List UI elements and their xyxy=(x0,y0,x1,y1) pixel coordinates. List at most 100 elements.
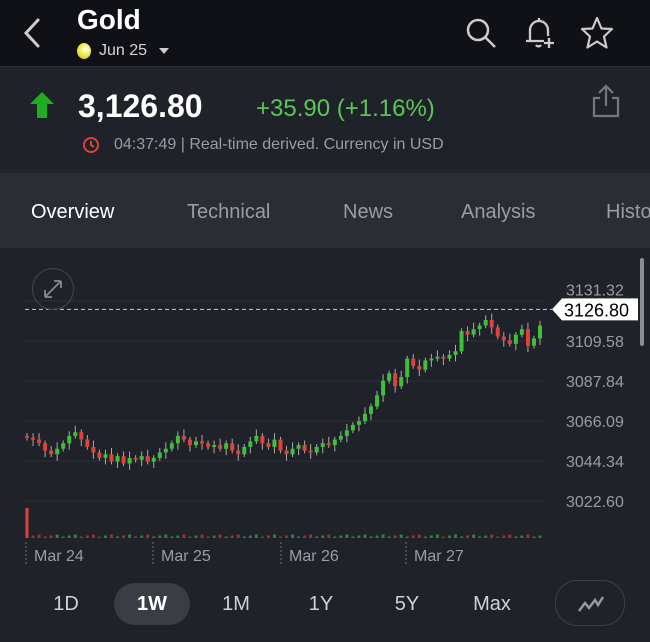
quote-time: 04:37:49 | Real-time derived. Currency i… xyxy=(114,136,444,153)
price-chart[interactable]: 3131.32 3109.58 3087.84 3066.09 3044.34 3022.… xyxy=(0,248,650,578)
candle-body xyxy=(224,443,229,449)
candle-body xyxy=(157,452,162,458)
volume-bar xyxy=(351,536,355,538)
volume-bar xyxy=(248,535,252,538)
candle-body xyxy=(296,445,301,449)
volume-bar xyxy=(303,535,307,538)
tab-overview[interactable]: Overview xyxy=(31,201,115,223)
expand-icon xyxy=(44,280,62,298)
volume-bar xyxy=(37,534,41,538)
candle-body xyxy=(344,430,349,436)
candle-body xyxy=(387,373,392,381)
bell-plus-icon[interactable] xyxy=(522,16,556,50)
volume-bar xyxy=(91,534,95,538)
candle-body xyxy=(326,443,331,446)
volume-bar xyxy=(218,534,222,538)
range-selector: 1D 1W 1M 1Y 5Y Max xyxy=(0,580,650,630)
up-arrow-icon xyxy=(30,92,54,118)
candle-body xyxy=(206,443,211,447)
volume-bar xyxy=(164,534,168,538)
chart-type-button[interactable] xyxy=(555,580,625,626)
candle-body xyxy=(356,421,361,425)
volume-bar xyxy=(502,535,506,538)
volume-bar xyxy=(146,534,150,538)
volume-bar xyxy=(200,534,204,538)
candle-body xyxy=(507,340,512,344)
candle-body xyxy=(236,450,241,455)
range-5y[interactable]: 5Y xyxy=(394,593,420,615)
volume-bar xyxy=(393,535,397,538)
candle-body xyxy=(175,435,180,444)
volume-bar xyxy=(315,536,319,538)
candle-body xyxy=(181,435,186,440)
volume-bar xyxy=(514,536,518,538)
candle-body xyxy=(115,456,120,462)
volume-bar xyxy=(345,534,349,538)
range-1w[interactable]: 1W xyxy=(114,583,190,625)
candle-body xyxy=(453,351,458,355)
volume-bar xyxy=(272,534,276,538)
tab-analysis[interactable]: Analysis xyxy=(461,201,536,223)
candle-body xyxy=(495,327,500,337)
volume-bar xyxy=(170,536,174,538)
candle-body xyxy=(49,450,54,455)
tab-historical[interactable]: Historical xyxy=(606,201,650,223)
range-1y[interactable]: 1Y xyxy=(308,593,334,615)
candle-body xyxy=(97,452,102,458)
candle-body xyxy=(369,406,374,414)
y-tick-label: 3109.58 xyxy=(566,334,624,351)
tab-news[interactable]: News xyxy=(343,201,394,223)
candle-body xyxy=(447,354,452,359)
volume-bar xyxy=(363,534,367,538)
tab-technical[interactable]: Technical xyxy=(187,201,271,223)
volume-bar xyxy=(103,535,107,538)
volume-bar xyxy=(182,534,186,538)
candle-body xyxy=(308,450,313,453)
candle-body xyxy=(290,448,295,455)
share-icon[interactable] xyxy=(590,84,622,118)
x-tick-label: Mar 25 xyxy=(161,548,211,565)
expand-chart-button[interactable] xyxy=(32,268,74,310)
candle-body xyxy=(91,446,96,453)
candle-body xyxy=(350,424,355,431)
volume-bar xyxy=(447,535,451,538)
candle-body xyxy=(519,329,524,335)
volume-bar xyxy=(55,534,59,538)
candle-body xyxy=(254,435,259,442)
volume-bar xyxy=(538,535,542,538)
candle-body xyxy=(133,457,138,460)
gold-coin-icon xyxy=(77,43,91,59)
candle-body xyxy=(411,358,416,366)
range-max[interactable]: Max xyxy=(473,593,511,615)
range-1d[interactable]: 1D xyxy=(53,593,79,615)
scrollbar[interactable] xyxy=(640,258,644,346)
search-icon[interactable] xyxy=(464,16,498,50)
volume-bar xyxy=(490,534,494,538)
candle-body xyxy=(67,435,72,444)
contract-label: Jun 25 xyxy=(99,42,148,59)
volume-bar xyxy=(381,534,385,538)
range-1m[interactable]: 1M xyxy=(222,593,250,615)
candle-body xyxy=(538,325,542,339)
candle-body xyxy=(338,435,343,440)
candle-body xyxy=(37,439,42,444)
top-bar: Gold Jun 25 xyxy=(0,0,650,67)
candle-body xyxy=(423,360,428,370)
contract-selector[interactable]: Jun 25 xyxy=(77,42,170,60)
volume-bar xyxy=(97,536,101,538)
quote-panel xyxy=(0,68,650,173)
star-icon[interactable] xyxy=(580,16,614,50)
tab-bar: Overview Technical News Analysis Histori… xyxy=(0,173,650,248)
back-chevron-icon[interactable] xyxy=(18,14,48,52)
volume-bar xyxy=(411,535,415,538)
volume-bar xyxy=(188,536,192,538)
candle-body xyxy=(531,338,536,346)
volume-bar xyxy=(369,536,373,538)
candle-body xyxy=(212,445,217,447)
volume-bar xyxy=(441,536,445,538)
volume-bar xyxy=(478,536,482,538)
volume-bar xyxy=(423,536,427,538)
candle-body xyxy=(103,454,108,458)
volume-bar xyxy=(285,535,289,538)
volume-bar xyxy=(339,535,343,538)
